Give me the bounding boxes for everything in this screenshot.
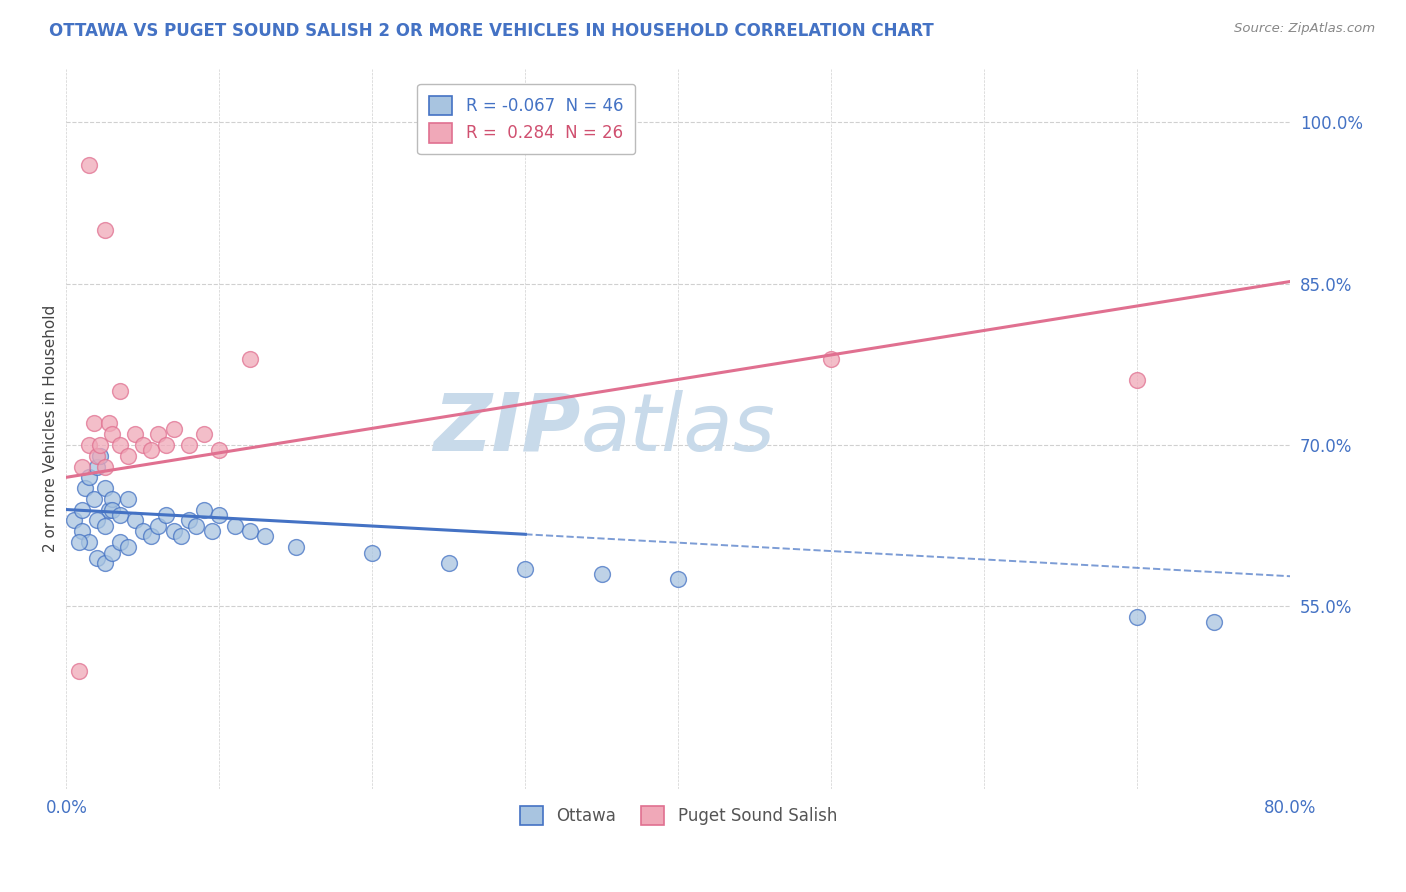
- Text: atlas: atlas: [581, 390, 775, 468]
- Point: [155, 438, 177, 452]
- Point: [193, 502, 215, 516]
- Point: [515, 562, 537, 576]
- Point: [1126, 374, 1149, 388]
- Point: [79, 470, 101, 484]
- Point: [70, 459, 93, 474]
- Point: [162, 422, 184, 436]
- Point: [108, 534, 131, 549]
- Point: [93, 557, 115, 571]
- Point: [101, 491, 124, 506]
- Point: [208, 508, 231, 522]
- Point: [177, 438, 200, 452]
- Point: [132, 524, 155, 538]
- Point: [83, 417, 105, 431]
- Point: [79, 158, 101, 172]
- Point: [201, 524, 224, 538]
- Point: [666, 573, 689, 587]
- Point: [93, 518, 115, 533]
- Point: [86, 513, 108, 527]
- Point: [139, 529, 162, 543]
- Point: [117, 491, 139, 506]
- Point: [186, 518, 208, 533]
- Point: [63, 513, 86, 527]
- Point: [70, 524, 93, 538]
- Point: [93, 459, 115, 474]
- Point: [86, 551, 108, 566]
- Y-axis label: 2 or more Vehicles in Household: 2 or more Vehicles in Household: [44, 305, 58, 552]
- Point: [98, 502, 121, 516]
- Point: [132, 438, 155, 452]
- Text: ZIP: ZIP: [433, 390, 581, 468]
- Point: [79, 534, 101, 549]
- Point: [162, 524, 184, 538]
- Point: [177, 513, 200, 527]
- Point: [139, 443, 162, 458]
- Point: [108, 384, 131, 399]
- Point: [83, 491, 105, 506]
- Point: [124, 513, 146, 527]
- Point: [1126, 610, 1149, 624]
- Point: [193, 427, 215, 442]
- Point: [361, 545, 384, 559]
- Point: [79, 438, 101, 452]
- Point: [73, 481, 96, 495]
- Point: [86, 459, 108, 474]
- Point: [89, 438, 111, 452]
- Point: [155, 508, 177, 522]
- Point: [170, 529, 193, 543]
- Point: [117, 540, 139, 554]
- Point: [117, 449, 139, 463]
- Point: [101, 427, 124, 442]
- Text: Source: ZipAtlas.com: Source: ZipAtlas.com: [1234, 22, 1375, 36]
- Point: [148, 518, 170, 533]
- Point: [1202, 615, 1225, 630]
- Point: [284, 540, 307, 554]
- Point: [124, 427, 146, 442]
- Point: [93, 481, 115, 495]
- Point: [93, 223, 115, 237]
- Point: [591, 567, 613, 582]
- Text: OTTAWA VS PUGET SOUND SALISH 2 OR MORE VEHICLES IN HOUSEHOLD CORRELATION CHART: OTTAWA VS PUGET SOUND SALISH 2 OR MORE V…: [49, 22, 934, 40]
- Point: [108, 508, 131, 522]
- Point: [820, 351, 842, 366]
- Point: [89, 449, 111, 463]
- Point: [101, 502, 124, 516]
- Point: [108, 438, 131, 452]
- Point: [239, 524, 262, 538]
- Point: [208, 443, 231, 458]
- Point: [98, 417, 121, 431]
- Point: [148, 427, 170, 442]
- Point: [70, 502, 93, 516]
- Point: [254, 529, 277, 543]
- Point: [239, 351, 262, 366]
- Point: [437, 557, 460, 571]
- Point: [86, 449, 108, 463]
- Point: [67, 534, 90, 549]
- Point: [224, 518, 246, 533]
- Point: [101, 545, 124, 559]
- Point: [67, 664, 90, 678]
- Legend: Ottawa, Puget Sound Salish: Ottawa, Puget Sound Salish: [509, 796, 846, 835]
